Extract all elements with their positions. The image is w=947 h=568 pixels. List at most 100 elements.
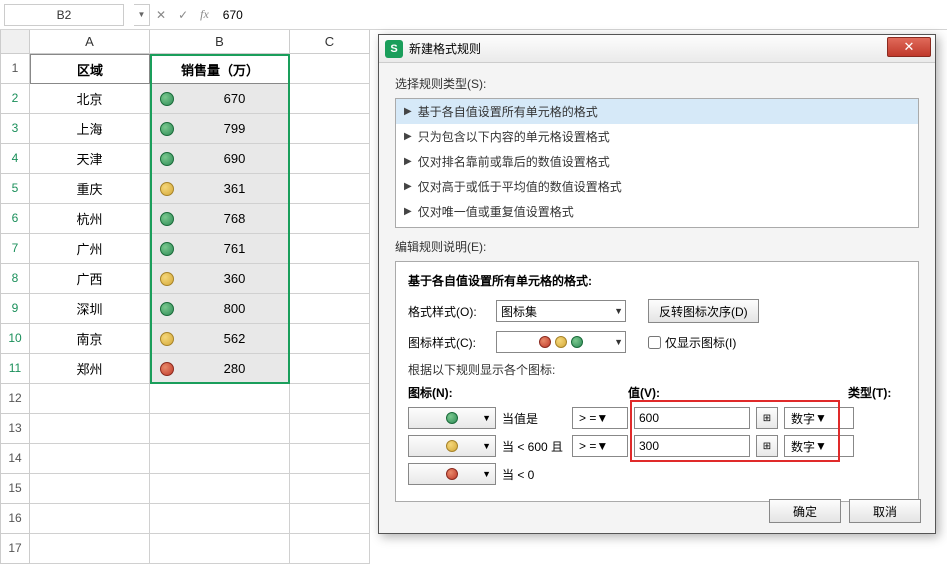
cell[interactable]: [30, 414, 150, 444]
cell[interactable]: [30, 384, 150, 414]
cell[interactable]: [290, 84, 370, 114]
name-box[interactable]: B2: [4, 4, 124, 26]
cell[interactable]: [150, 384, 290, 414]
cell[interactable]: [150, 504, 290, 534]
type-dropdown[interactable]: 数字▼: [784, 407, 854, 429]
cell[interactable]: [30, 504, 150, 534]
cell[interactable]: 郑州: [30, 354, 150, 384]
cell[interactable]: 360: [150, 264, 290, 294]
cell[interactable]: [290, 144, 370, 174]
cell[interactable]: [290, 264, 370, 294]
dialog-titlebar[interactable]: S 新建格式规则 ✕: [379, 35, 935, 63]
row-header[interactable]: 12: [0, 384, 30, 414]
row-header[interactable]: 16: [0, 504, 30, 534]
rule-type-list[interactable]: ▶基于各自值设置所有单元格的格式▶只为包含以下内容的单元格设置格式▶仅对排名靠前…: [395, 98, 919, 228]
fx-icon[interactable]: fx: [194, 7, 215, 22]
row-header[interactable]: 7: [0, 234, 30, 264]
rule-type-item[interactable]: ▶只为包含以下内容的单元格设置格式: [396, 124, 918, 149]
cell[interactable]: 280: [150, 354, 290, 384]
cell[interactable]: 799: [150, 114, 290, 144]
cell[interactable]: 562: [150, 324, 290, 354]
cell[interactable]: [290, 54, 370, 84]
rule-type-item[interactable]: ▶仅对唯一值或重复值设置格式: [396, 199, 918, 224]
row-header[interactable]: 17: [0, 534, 30, 564]
col-header-a[interactable]: A: [30, 30, 150, 54]
formula-input[interactable]: 670: [215, 4, 943, 26]
cell[interactable]: 广州: [30, 234, 150, 264]
cell[interactable]: 天津: [30, 144, 150, 174]
cell[interactable]: 670: [150, 84, 290, 114]
cell[interactable]: [290, 534, 370, 564]
row-header[interactable]: 5: [0, 174, 30, 204]
threshold-input[interactable]: [634, 435, 750, 457]
row-header[interactable]: 6: [0, 204, 30, 234]
cell[interactable]: [150, 474, 290, 504]
format-style-dropdown[interactable]: 图标集 ▼: [496, 300, 626, 322]
rule-type-item[interactable]: ▶基于各自值设置所有单元格的格式: [396, 99, 918, 124]
cell[interactable]: [290, 294, 370, 324]
cell[interactable]: 北京: [30, 84, 150, 114]
cell[interactable]: 361: [150, 174, 290, 204]
cell[interactable]: [290, 324, 370, 354]
cancel-fx-icon[interactable]: ✕: [150, 8, 172, 22]
cell[interactable]: [290, 474, 370, 504]
type-dropdown[interactable]: 数字▼: [784, 435, 854, 457]
rule-type-item[interactable]: ▶仅对高于或低于平均值的数值设置格式: [396, 174, 918, 199]
cell[interactable]: [290, 204, 370, 234]
row-header[interactable]: 8: [0, 264, 30, 294]
cell[interactable]: 768: [150, 204, 290, 234]
icon-picker[interactable]: ▼: [408, 407, 496, 429]
cell[interactable]: [150, 444, 290, 474]
cell[interactable]: [290, 384, 370, 414]
cell[interactable]: [290, 444, 370, 474]
row-header[interactable]: 2: [0, 84, 30, 114]
col-header-c[interactable]: C: [290, 30, 370, 54]
cell[interactable]: [30, 474, 150, 504]
cell[interactable]: 广西: [30, 264, 150, 294]
cell[interactable]: 销售量（万）: [150, 54, 290, 84]
close-button[interactable]: ✕: [887, 37, 931, 57]
cell[interactable]: [290, 504, 370, 534]
cell[interactable]: 761: [150, 234, 290, 264]
row-header[interactable]: 9: [0, 294, 30, 324]
rule-type-item[interactable]: ▶使用公式确定要设置格式的单元格: [396, 224, 918, 228]
row-header[interactable]: 10: [0, 324, 30, 354]
reverse-icon-order-button[interactable]: 反转图标次序(D): [648, 299, 759, 323]
threshold-input[interactable]: [634, 407, 750, 429]
col-header-b[interactable]: B: [150, 30, 290, 54]
row-header[interactable]: 11: [0, 354, 30, 384]
cell[interactable]: 深圳: [30, 294, 150, 324]
ok-button[interactable]: 确定: [769, 499, 841, 523]
cell[interactable]: [290, 414, 370, 444]
row-header[interactable]: 3: [0, 114, 30, 144]
range-select-button[interactable]: ⊞: [756, 435, 778, 457]
row-header[interactable]: 4: [0, 144, 30, 174]
range-select-button[interactable]: ⊞: [756, 407, 778, 429]
cell[interactable]: 重庆: [30, 174, 150, 204]
cell[interactable]: [30, 534, 150, 564]
accept-fx-icon[interactable]: ✓: [172, 8, 194, 22]
icon-picker[interactable]: ▼: [408, 463, 496, 485]
cell[interactable]: 区域: [30, 54, 150, 84]
row-header[interactable]: 1: [0, 54, 30, 84]
cell[interactable]: 800: [150, 294, 290, 324]
show-icon-only-input[interactable]: [648, 336, 661, 349]
show-icon-only-checkbox[interactable]: 仅显示图标(I): [648, 334, 736, 351]
cell[interactable]: 690: [150, 144, 290, 174]
operator-dropdown[interactable]: > =▼: [572, 435, 628, 457]
row-header[interactable]: 15: [0, 474, 30, 504]
cell[interactable]: [290, 354, 370, 384]
cell[interactable]: [290, 174, 370, 204]
cancel-button[interactable]: 取消: [849, 499, 921, 523]
rule-type-item[interactable]: ▶仅对排名靠前或靠后的数值设置格式: [396, 149, 918, 174]
row-header[interactable]: 13: [0, 414, 30, 444]
name-box-dropdown[interactable]: ▼: [134, 4, 150, 26]
cell[interactable]: 南京: [30, 324, 150, 354]
operator-dropdown[interactable]: > =▼: [572, 407, 628, 429]
cell[interactable]: [150, 414, 290, 444]
cell[interactable]: [150, 534, 290, 564]
cell[interactable]: [30, 444, 150, 474]
cell[interactable]: [290, 234, 370, 264]
row-header[interactable]: 14: [0, 444, 30, 474]
icon-style-dropdown[interactable]: ▼: [496, 331, 626, 353]
